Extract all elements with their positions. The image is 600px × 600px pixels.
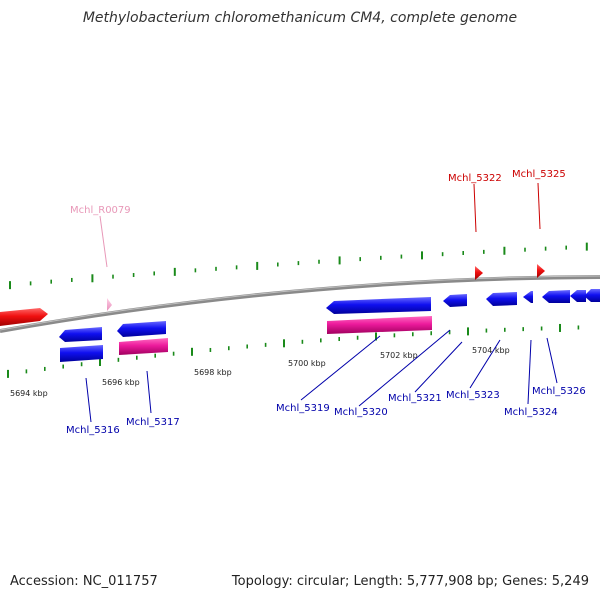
label-mchl-5324[interactable]: Mchl_5324 [504, 407, 558, 418]
label-mchl-5321[interactable]: Mchl_5321 [388, 393, 442, 404]
reverse-cds-mchl-5326-a[interactable] [542, 290, 570, 303]
label-mchl-5323[interactable]: Mchl_5323 [446, 390, 500, 401]
label-mchl-5322[interactable]: Mchl_5322 [448, 173, 502, 184]
reverse-cds-mchl-5316[interactable] [59, 327, 102, 342]
reverse-feature-outer-c[interactable] [327, 316, 432, 334]
callout-mchl-5322 [473, 183, 477, 233]
forward-cds-mchl-5322[interactable] [475, 266, 483, 280]
callout-mchl-5321 [414, 341, 463, 393]
reverse-cds-mchl-5323[interactable] [486, 292, 517, 306]
reverse-cds-mchl-5326-b[interactable] [570, 290, 586, 302]
tick-label-5704: 5704 kbp [472, 346, 510, 355]
callout-mchl-5319 [300, 335, 381, 401]
callout-mchl-5324 [527, 339, 532, 405]
callout-mchl-5326 [546, 337, 558, 384]
callout-mchl-5317 [146, 370, 152, 414]
reverse-strand-outer-row [60, 316, 432, 362]
tick-label-5700: 5700 kbp [288, 359, 326, 368]
tick-label-5696: 5696 kbp [102, 378, 140, 387]
gene-labels: Mchl_R0079 Mchl_5322 Mchl_5325 Mchl_5316… [66, 169, 586, 436]
label-mchl-5319[interactable]: Mchl_5319 [276, 403, 330, 414]
label-mchl-5320[interactable]: Mchl_5320 [334, 407, 388, 418]
forward-strand-features [0, 264, 545, 326]
reverse-cds-mchl-5321[interactable] [443, 294, 467, 307]
reverse-tick-row [7, 323, 580, 378]
genome-summary-footer: Topology: circular; Length: 5,777,908 bp… [231, 574, 589, 589]
forward-cds-arrow[interactable] [0, 308, 48, 326]
reverse-cds-mchl-5317[interactable] [117, 321, 166, 337]
callout-mchl-5323 [469, 339, 501, 389]
callout-mchl-5320 [358, 329, 451, 407]
label-mchl-5316[interactable]: Mchl_5316 [66, 425, 120, 436]
tick-label-5698: 5698 kbp [194, 368, 232, 377]
scale-labels: 5694 kbp 5696 kbp 5698 kbp 5700 kbp 5702… [10, 346, 510, 398]
label-mchl-5325[interactable]: Mchl_5325 [512, 169, 566, 180]
label-callouts [85, 182, 558, 423]
label-mchl-5317[interactable]: Mchl_5317 [126, 417, 180, 428]
label-mchl-5326[interactable]: Mchl_5326 [532, 386, 586, 397]
reverse-cds-mchl-5324[interactable] [523, 291, 533, 303]
genome-backbone-highlight [0, 275, 600, 331]
genome-backbone [0, 275, 600, 333]
genome-title: Methylobacterium chloromethanicum CM4, c… [82, 10, 518, 26]
trna-marker[interactable] [107, 298, 112, 311]
forward-cds-mchl-5325[interactable] [537, 264, 545, 278]
callout-mchl-5316 [85, 377, 92, 423]
callout-mchl-5325 [537, 182, 541, 230]
label-mchl-r0079[interactable]: Mchl_R0079 [70, 205, 131, 216]
reverse-cds-outer-a[interactable] [60, 345, 103, 362]
callout-mchl-r0079 [99, 215, 108, 268]
reverse-cds-mchl-5319[interactable] [326, 297, 431, 314]
forward-tick-row [9, 242, 588, 290]
tick-label-5702: 5702 kbp [380, 351, 418, 360]
reverse-strand-inner-row [59, 289, 600, 342]
accession-footer: Accession: NC_011757 [10, 574, 158, 589]
reverse-cds-edge[interactable] [584, 289, 600, 302]
tick-label-5694: 5694 kbp [10, 389, 48, 398]
reverse-feature-outer-b[interactable] [119, 338, 168, 355]
